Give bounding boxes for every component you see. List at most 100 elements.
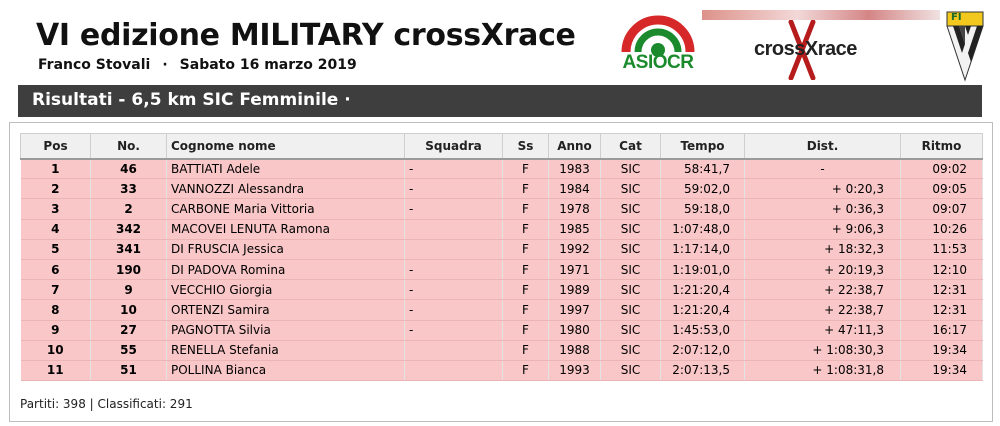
- cell-athlete-name: BATTIATI Adele: [166, 158, 405, 180]
- col-header-pos[interactable]: Pos: [20, 133, 91, 160]
- cell-pos: 7: [20, 279, 91, 301]
- cell-category: SIC: [600, 259, 661, 281]
- cell-bib-number: 9: [90, 279, 167, 301]
- cell-category: SIC: [600, 279, 661, 301]
- cell-team: [404, 219, 503, 240]
- cell-bib-number: 10: [90, 299, 167, 321]
- col-header-name[interactable]: Cognome nome: [166, 133, 405, 160]
- table-row[interactable]: 3 2 CARBONE Maria Vittoria - F 1978 SIC 59:18,0…: [20, 198, 983, 220]
- cell-bib-number: 190: [90, 259, 167, 281]
- cell-pos: 9: [20, 320, 91, 341]
- col-header-tempo[interactable]: Tempo: [660, 133, 745, 160]
- asiocr-arc-icon: [621, 15, 695, 57]
- cell-category: SIC: [600, 158, 661, 180]
- col-header-ss[interactable]: Ss: [502, 133, 549, 160]
- cell-athlete-name: MACOVEI LENUTA Ramona: [166, 219, 405, 240]
- event-date: Sabato 16 marzo 2019: [179, 57, 357, 73]
- cell-athlete-name: VECCHIO Giorgia: [166, 279, 405, 301]
- table-row[interactable]: 6 190 DI PADOVA Romina - F 1971 SIC 1:19:01,0 + …: [20, 259, 983, 281]
- cell-pos: 5: [20, 239, 91, 260]
- table-row[interactable]: 7 9 VECCHIO Giorgia - F 1989 SIC 1:21:20,4 + 22:…: [20, 279, 983, 301]
- cell-athlete-name: ORTENZI Samira: [166, 299, 405, 321]
- cell-category: SIC: [600, 239, 661, 260]
- col-header-squadra[interactable]: Squadra: [404, 133, 503, 160]
- cell-pace: 10:26: [900, 219, 983, 240]
- cell-team: -: [404, 259, 503, 281]
- cell-sex: F: [502, 299, 549, 321]
- col-header-dist[interactable]: Dist.: [744, 133, 901, 160]
- table-header-row: Pos No. Cognome nome Squadra Ss Anno Cat…: [20, 133, 983, 160]
- cell-pos: 8: [20, 299, 91, 321]
- cell-sex: F: [502, 158, 549, 180]
- table-row[interactable]: 2 33 VANNOZZI Alessandra - F 1984 SIC 59:02,0 + …: [20, 178, 983, 200]
- organizer-name: Franco Stovali: [38, 57, 151, 73]
- col-header-anno[interactable]: Anno: [548, 133, 601, 160]
- cell-category: SIC: [600, 360, 661, 382]
- cell-team: -: [404, 299, 503, 321]
- cell-birth-year: 1997: [548, 299, 601, 321]
- cell-time: 59:02,0: [660, 178, 745, 200]
- cell-birth-year: 1988: [548, 340, 601, 361]
- cell-birth-year: 1984: [548, 178, 601, 200]
- cell-time: 2:07:12,0: [660, 340, 745, 361]
- col-header-no[interactable]: No.: [90, 133, 167, 160]
- crossxrace-logo: crossXrace: [702, 10, 940, 80]
- cell-gap: + 22:38,7: [744, 279, 901, 301]
- cell-team: -: [404, 178, 503, 200]
- cell-time: 1:07:48,0: [660, 219, 745, 240]
- cell-pos: 2: [20, 178, 91, 200]
- section-title: Risultati - 6,5 km SIC Femminile ·: [32, 90, 351, 110]
- cell-gap: + 0:20,3: [744, 178, 901, 200]
- cell-category: SIC: [600, 219, 661, 240]
- logo-banner-strip: [702, 10, 940, 20]
- cell-pace: 19:34: [900, 340, 983, 361]
- cell-time: 1:21:20,4: [660, 299, 745, 321]
- cell-pace: 09:05: [900, 178, 983, 200]
- cell-category: SIC: [600, 178, 661, 200]
- cell-sex: F: [502, 360, 549, 382]
- table-row[interactable]: 8 10 ORTENZI Samira - F 1997 SIC 1:21:20,4 + 22:…: [20, 299, 983, 321]
- crossxrace-logo-text: crossXrace: [754, 38, 857, 60]
- cell-team: [404, 239, 503, 260]
- cell-athlete-name: PAGNOTTA Silvia: [166, 320, 405, 341]
- table-row[interactable]: 11 51 POLLINA Bianca F 1993 SIC 2:07:13,5 + 1:0…: [20, 360, 983, 382]
- asiocr-logo: ASIOCR: [618, 12, 698, 74]
- cell-category: SIC: [600, 299, 661, 321]
- cell-birth-year: 1989: [548, 279, 601, 301]
- cell-athlete-name: RENELLA Stefania: [166, 340, 405, 361]
- cell-bib-number: 27: [90, 320, 167, 341]
- cell-bib-number: 341: [90, 239, 167, 260]
- table-row[interactable]: 9 27 PAGNOTTA Silvia - F 1980 SIC 1:45:53,0 + 47…: [20, 320, 983, 341]
- cell-bib-number: 342: [90, 219, 167, 240]
- cell-pace: 09:07: [900, 198, 983, 220]
- cell-birth-year: 1978: [548, 198, 601, 220]
- cell-sex: F: [502, 198, 549, 220]
- cell-bib-number: 46: [90, 158, 167, 180]
- cell-sex: F: [502, 340, 549, 361]
- table-row[interactable]: 4 342 MACOVEI LENUTA Ramona F 1985 SIC 1:07:48…: [20, 219, 983, 240]
- checkered-shield-icon: [946, 11, 984, 82]
- table-row[interactable]: 1 46 BATTIATI Adele - F 1983 SIC 58:41,7-09:02: [20, 158, 983, 180]
- cell-time: 1:45:53,0: [660, 320, 745, 341]
- cell-pos: 10: [20, 340, 91, 361]
- cell-pos: 6: [20, 259, 91, 281]
- cell-time: 58:41,7: [660, 158, 745, 180]
- cell-pace: 09:02: [900, 158, 983, 180]
- cell-athlete-name: DI FRUSCIA Jessica: [166, 239, 405, 260]
- results-table-body: 1 46 BATTIATI Adele - F 1983 SIC 58:41,7-09:02 2…: [20, 158, 983, 382]
- cell-sex: F: [502, 239, 549, 260]
- cell-gap: + 1:08:31,8: [744, 360, 901, 382]
- cell-pace: 12:31: [900, 279, 983, 301]
- col-header-ritmo[interactable]: Ritmo: [900, 133, 983, 160]
- cell-athlete-name: VANNOZZI Alessandra: [166, 178, 405, 200]
- table-row[interactable]: 10 55 RENELLA Stefania F 1988 SIC 2:07:12,0 + 1…: [20, 340, 983, 361]
- cell-birth-year: 1971: [548, 259, 601, 281]
- cell-birth-year: 1992: [548, 239, 601, 260]
- cell-birth-year: 1985: [548, 219, 601, 240]
- cell-athlete-name: DI PADOVA Romina: [166, 259, 405, 281]
- col-header-cat[interactable]: Cat: [600, 133, 661, 160]
- cell-team: -: [404, 158, 503, 180]
- cell-time: 2:07:13,5: [660, 360, 745, 382]
- table-row[interactable]: 5 341 DI FRUSCIA Jessica F 1992 SIC 1:17:14,0 +…: [20, 239, 983, 260]
